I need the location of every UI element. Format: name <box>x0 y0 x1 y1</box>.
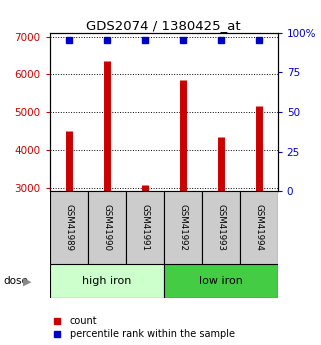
Title: GDS2074 / 1380425_at: GDS2074 / 1380425_at <box>86 19 241 32</box>
Bar <box>240 191 278 264</box>
Text: GSM41994: GSM41994 <box>254 204 263 251</box>
Text: ▶: ▶ <box>23 276 31 286</box>
Text: high iron: high iron <box>82 276 131 286</box>
Bar <box>164 191 202 264</box>
Text: GSM41989: GSM41989 <box>64 204 73 251</box>
Bar <box>88 191 126 264</box>
Text: low iron: low iron <box>199 276 243 286</box>
Bar <box>126 191 164 264</box>
Bar <box>202 191 240 264</box>
Bar <box>50 264 164 298</box>
Text: GSM41991: GSM41991 <box>140 204 149 251</box>
Text: GSM41990: GSM41990 <box>102 204 111 251</box>
Legend: count, percentile rank within the sample: count, percentile rank within the sample <box>47 315 236 340</box>
Bar <box>164 264 278 298</box>
Text: dose: dose <box>3 276 28 286</box>
Text: GSM41992: GSM41992 <box>178 204 187 251</box>
Text: GSM41993: GSM41993 <box>216 204 225 251</box>
Bar <box>50 191 88 264</box>
